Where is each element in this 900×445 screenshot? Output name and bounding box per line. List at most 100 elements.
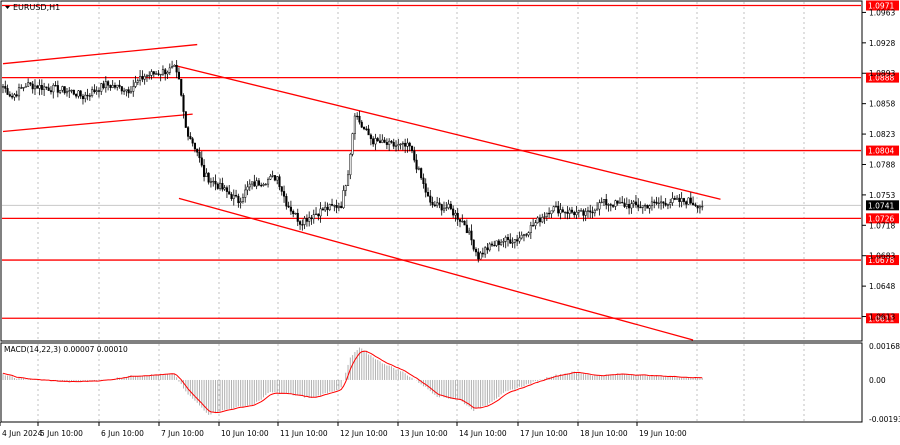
macd-label: MACD(14,22,3) 0.00007 0.00010: [4, 345, 128, 354]
candle-body: [177, 71, 180, 80]
candle-body: [97, 90, 101, 92]
candle-body: [500, 241, 503, 245]
candle-body: [429, 195, 432, 203]
macd-axis-label: 0.00168: [869, 342, 900, 351]
time-axis-label: 11 Jun 10:00: [280, 429, 328, 438]
candle-body: [516, 239, 519, 242]
horizontal-levels[interactable]: 1.0971 1.0888 1.0804 1.0726 1.0678 1.0611 1.07…: [2, 0, 899, 324]
trend-lines[interactable]: [2, 43, 721, 341]
candle-body: [440, 204, 443, 211]
candle-body: [538, 217, 542, 223]
candle-body: [344, 185, 347, 191]
macd-indicator: [2, 347, 703, 415]
candle-body: [59, 89, 62, 93]
trend-line-descending-support[interactable]: [178, 197, 694, 341]
candle-body: [11, 95, 14, 98]
candle-body: [328, 204, 331, 210]
candle-body: [506, 237, 510, 240]
candle-body: [609, 204, 612, 206]
candle-body: [470, 230, 473, 241]
candle-body: [116, 84, 119, 88]
candle-body: [68, 90, 71, 92]
candle-body: [664, 202, 667, 206]
candle-body: [520, 234, 523, 239]
symbol-label-text: EURUSD,H1: [13, 3, 60, 12]
trend-line-upper-channel-bottom[interactable]: [2, 113, 193, 133]
candle-body: [143, 76, 146, 80]
candle-body: [13, 94, 16, 98]
candle-body: [358, 115, 361, 123]
candle-body: [554, 205, 558, 208]
candle-body: [392, 142, 395, 147]
level-price-label: 1.0611: [868, 314, 894, 323]
candle-body: [474, 248, 478, 253]
candle-body: [676, 197, 679, 200]
grid: [37, 2, 805, 421]
candle-body: [321, 208, 324, 211]
candle-body: [47, 87, 50, 91]
candle-body: [95, 90, 98, 93]
candle-body: [267, 179, 270, 185]
candle-body: [75, 94, 78, 97]
candle-body: [360, 121, 363, 128]
candle-body: [235, 194, 238, 197]
candle-body: [20, 87, 23, 89]
candle-body: [543, 216, 546, 218]
candle-body: [168, 67, 171, 73]
candle-body: [701, 205, 704, 208]
candle-body: [91, 89, 94, 97]
candle-body: [171, 66, 174, 69]
candle-body: [212, 180, 215, 183]
level-price-tag: [866, 145, 899, 156]
price-axis-label: 1.0963: [869, 8, 895, 17]
candle-body: [296, 212, 299, 222]
price-axis-label: 1.0858: [869, 100, 895, 109]
candle-body: [490, 243, 494, 246]
candle-body: [628, 204, 631, 209]
candle-body: [680, 198, 683, 202]
candle-body: [93, 89, 96, 93]
dropdown-triangle-icon[interactable]: [5, 6, 10, 9]
candle-body: [326, 206, 329, 210]
candle-body: [17, 87, 21, 97]
level-price-tag: [866, 213, 899, 224]
candle-body: [24, 85, 27, 88]
trend-line-upper-channel-top[interactable]: [2, 43, 198, 65]
candle-body: [292, 210, 295, 215]
candle-body: [187, 127, 190, 137]
candle-body: [120, 86, 123, 92]
candle-body: [84, 94, 87, 100]
candle-body: [522, 234, 526, 236]
candle-body: [502, 241, 505, 243]
candle-body: [568, 209, 571, 214]
candle-body: [591, 211, 594, 214]
candle-body: [333, 205, 336, 207]
candle-body: [420, 168, 423, 179]
price-axis-label: 1.0928: [869, 39, 895, 48]
time-axis-label: 18 Jun 10:00: [580, 429, 628, 438]
candle-body: [692, 202, 695, 205]
trend-line-descending-resistance[interactable]: [174, 64, 721, 200]
candle-body: [52, 85, 55, 93]
candle-body: [330, 204, 334, 206]
candle-body: [648, 205, 651, 209]
candles: [1, 60, 704, 263]
level-price-label: 1.0888: [868, 74, 894, 83]
candle-body: [164, 69, 167, 75]
candle-body: [8, 94, 11, 97]
time-axis-label: 17 Jun 10:00: [520, 429, 568, 438]
candle-body: [518, 237, 521, 242]
candle-body: [641, 205, 644, 208]
candle-body: [589, 210, 592, 213]
candle-body: [269, 176, 272, 180]
level-price-tag: [866, 255, 899, 266]
candle-body: [596, 208, 599, 211]
symbol-label[interactable]: EURUSD,H1: [5, 3, 60, 12]
candle-body: [655, 201, 658, 204]
candle-body: [687, 197, 690, 205]
candle-body: [317, 213, 320, 217]
candle-body: [193, 142, 196, 150]
candle-body: [157, 73, 160, 75]
